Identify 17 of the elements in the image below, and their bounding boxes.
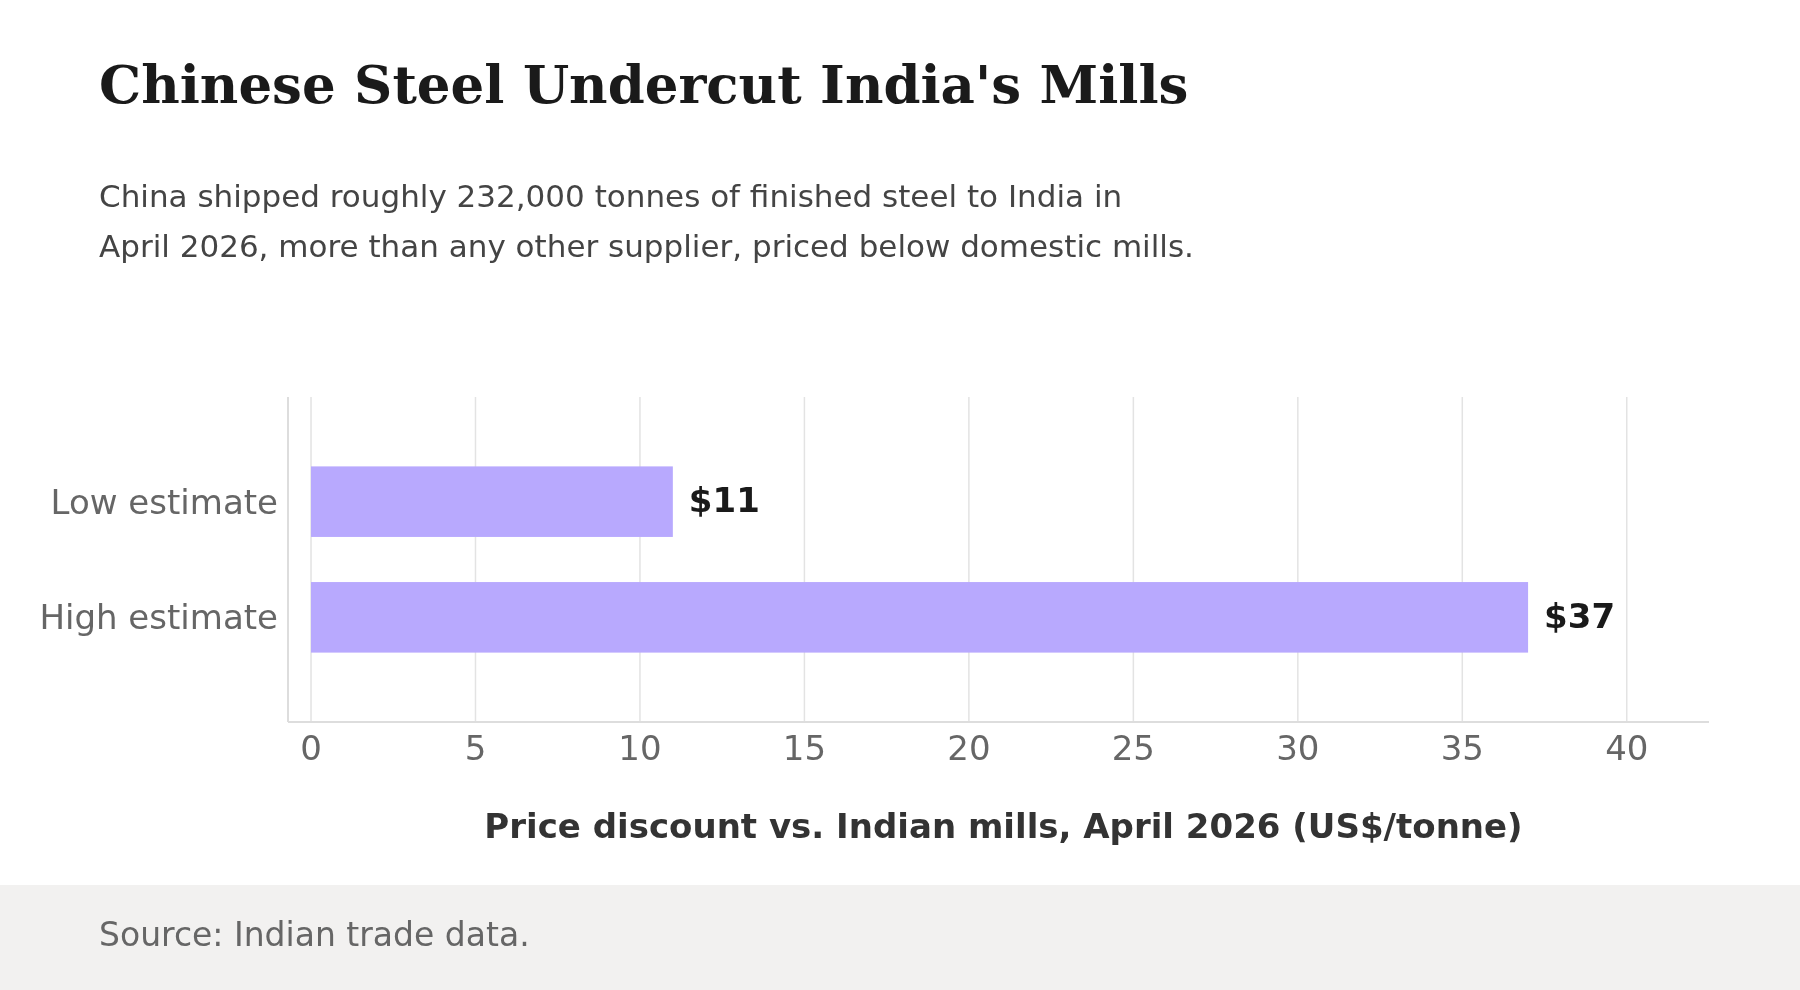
chart-subtitle: China shipped roughly 232,000 tonnes of finished steel to India in April 2026, more than any other supplier, priced below domestic mills. — [99, 178, 1194, 264]
y-tick-label: Low estimate — [50, 481, 278, 522]
x-tick-label: 10 — [618, 728, 662, 768]
x-tick-label: 30 — [1276, 728, 1320, 768]
x-tick-label: 5 — [464, 728, 487, 768]
data-label: $37 — [1544, 595, 1616, 636]
x-tick-label: 15 — [782, 728, 827, 768]
x-tick-label: 25 — [1111, 728, 1155, 768]
data-label: $11 — [688, 479, 760, 520]
x-tick-label: 40 — [1605, 728, 1649, 768]
y-tick-label: High estimate — [39, 597, 278, 638]
x-tick-label: 20 — [947, 728, 991, 768]
chart-title: Chinese Steel Undercut India's Mills — [99, 53, 1189, 115]
x-axis-title: Price discount vs. Indian mills, April 2026 (US$/tonne) — [484, 806, 1523, 846]
x-tick-label: 35 — [1440, 728, 1484, 768]
source-note: Source: Indian trade data. — [99, 915, 530, 954]
x-tick-label: 0 — [300, 728, 322, 768]
